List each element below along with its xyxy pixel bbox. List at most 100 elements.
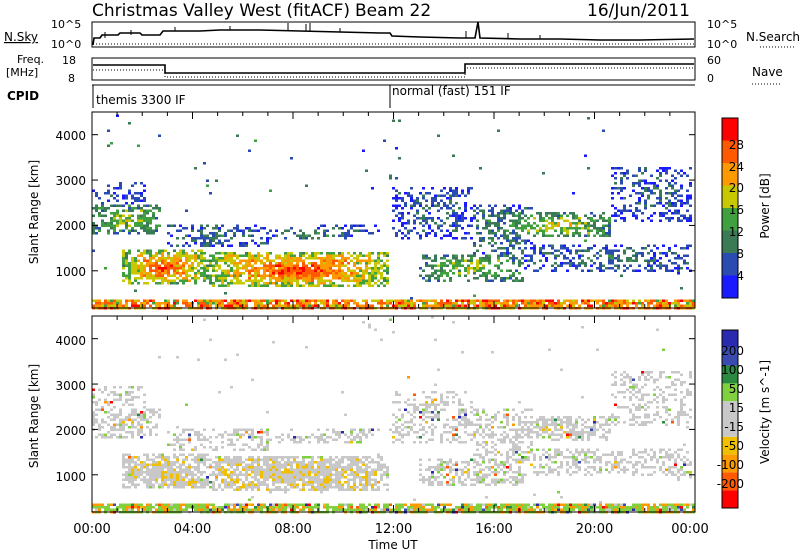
heatmap-cell [140,419,143,422]
heatmap-cell [440,272,443,275]
heatmap-cell [245,252,248,255]
heatmap-cell [326,260,329,263]
heatmap-cell [404,235,407,238]
heatmap-cell [368,504,371,507]
heatmap-cell [377,262,380,265]
heatmap-cell [572,212,575,215]
heatmap-cell [368,232,371,235]
heatmap-cell [419,222,422,225]
heatmap-cell [500,255,503,258]
heatmap-cell [266,282,269,285]
heatmap-cell [122,454,125,457]
heatmap-cell [662,305,665,308]
heatmap-cell [185,439,188,442]
heatmap-cell [329,469,332,472]
heatmap-cell [107,305,110,308]
heatmap-cell [200,302,203,305]
heatmap-cell [350,227,353,230]
heatmap-cell [308,461,311,464]
heatmap-cell [215,252,218,255]
heatmap-cell [614,270,617,273]
heatmap-cell [194,260,197,263]
heatmap-cell [188,439,191,442]
heatmap-cell [251,275,254,278]
heatmap-cell [446,205,449,208]
heatmap-cell [689,167,692,170]
heatmap-cell [140,411,143,414]
heatmap-cell [287,257,290,260]
heatmap-cell [149,509,152,512]
heatmap-cell [611,252,614,255]
heatmap-cell [500,217,503,220]
heatmap-cell [248,509,251,512]
heatmap-cell [149,471,152,474]
heatmap-cell [461,192,464,195]
heatmap-cell [518,272,521,275]
heatmap-cell [413,431,416,434]
heatmap-cell [500,227,503,230]
heatmap-cell [293,436,296,439]
heatmap-cell [230,481,233,484]
heatmap-cell [299,469,302,472]
heatmap-cell [236,300,239,303]
heatmap-cell [176,255,179,258]
heatmap-cell [515,210,518,213]
heatmap-cell [236,257,239,260]
heatmap-cell [251,280,254,283]
heatmap-cell [455,195,458,198]
heatmap-cell [545,260,548,263]
heatmap-cell [455,227,458,230]
heatmap-cell [674,302,677,305]
heatmap-cell [224,469,227,472]
heatmap-cell [374,461,377,464]
heatmap-cell [224,235,227,238]
heatmap-cell [314,252,317,255]
heatmap-cell [440,200,443,203]
heatmap-cell [287,260,290,263]
heatmap-cell [320,272,323,275]
heatmap-cell [215,237,218,240]
heatmap-cell [323,441,326,444]
heatmap-cell [674,257,677,260]
heatmap-cell [224,456,227,459]
heatmap-cell [137,429,140,432]
heatmap-cell [653,212,656,215]
heatmap-cell [413,499,416,502]
heatmap-cell [458,195,461,198]
heatmap-cell [344,466,347,469]
heatmap-cell [647,305,650,308]
heatmap-cell [302,504,305,507]
heatmap-cell [455,260,458,263]
heatmap-cell [356,255,359,258]
heatmap-cell [479,275,482,278]
heatmap-cell [200,305,203,308]
heatmap-cell [431,217,434,220]
heatmap-cell [323,257,326,260]
heatmap-cell [137,386,140,389]
heatmap-cell [680,257,683,260]
heatmap-cell [395,195,398,198]
heatmap-cell [635,270,638,273]
heatmap-cell [194,300,197,303]
heatmap-cell [176,479,179,482]
heatmap-cell [140,225,143,228]
heatmap-cell [320,260,323,263]
heatmap-cell [689,182,692,185]
heatmap-cell [173,484,176,487]
heatmap-cell [248,272,251,275]
heatmap-cell [332,469,335,472]
heatmap-cell [590,217,593,220]
heatmap-cell [212,466,215,469]
heatmap-cell [374,270,377,273]
heatmap-cell [170,260,173,263]
heatmap-cell [272,506,275,509]
heatmap-cell [404,509,407,512]
heatmap-cell [170,235,173,238]
heatmap-cell [395,506,398,509]
heatmap-cell [239,474,242,477]
heatmap-cell [632,250,635,253]
heatmap-cell [302,484,305,487]
heatmap-cell [107,506,110,509]
heatmap-cell [509,210,512,213]
heatmap-cell [509,257,512,260]
